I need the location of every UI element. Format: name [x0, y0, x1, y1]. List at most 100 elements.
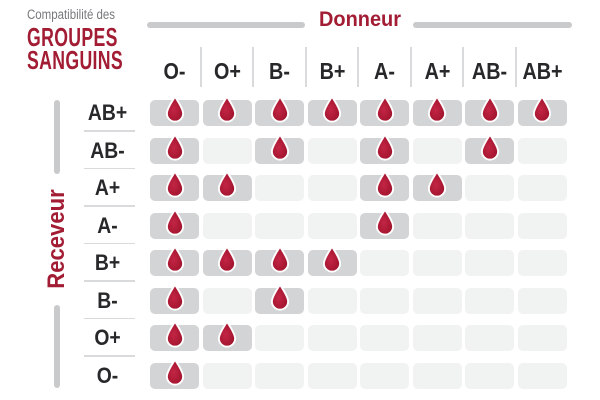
receiver-axis-label: Receveur	[43, 189, 70, 289]
donor-column-header-ab+: AB+	[521, 58, 563, 84]
cell-b--from-b+	[307, 287, 357, 314]
cell-o--from-b-	[255, 362, 304, 389]
blood-drop-icon	[480, 133, 499, 161]
cell-b+-from-a+	[412, 250, 462, 276]
blood-drop-icon	[270, 245, 289, 273]
cell-ab--from-a+	[412, 137, 462, 164]
cell-o--from-o-	[150, 358, 199, 389]
donor-column-header-b+: B+	[319, 58, 345, 84]
donor-column-header-ab-: AB-	[471, 58, 508, 84]
donor-column-header-a+: A+	[424, 58, 450, 84]
column-divider	[409, 47, 412, 87]
blood-drop-icon	[217, 170, 237, 198]
cell-o+-from-b-	[255, 325, 304, 351]
cell-a--from-o-	[150, 208, 199, 239]
blood-drop-icon	[165, 170, 184, 198]
receiver-axis-bar-top	[54, 100, 60, 174]
cell-b+-from-ab-	[465, 250, 514, 276]
receiver-row-label-ab-: AB-	[90, 137, 125, 163]
cell-b+-from-b-	[255, 245, 304, 276]
column-divider	[357, 47, 360, 87]
cell-b--from-a+	[412, 287, 462, 314]
cell-a+-from-ab+	[517, 175, 567, 201]
blood-drop-icon	[322, 245, 342, 273]
blood-drop-icon	[375, 208, 394, 236]
blood-drop-icon	[270, 95, 289, 123]
blood-drop-icon	[270, 133, 289, 161]
blood-drop-icon	[480, 95, 499, 123]
cell-ab+-from-ab-	[465, 95, 514, 126]
title-kicker: Compatibilité des	[27, 7, 116, 22]
cell-a--from-ab+	[517, 212, 567, 239]
blood-drop-icon	[217, 95, 237, 123]
title-block: Compatibilité des GROUPES SANGUINS	[27, 7, 168, 75]
column-divider	[304, 47, 307, 87]
blood-drop-icon	[270, 283, 289, 311]
cell-o--from-b+	[307, 362, 357, 389]
cell-ab--from-o-	[150, 133, 199, 164]
row-separator	[84, 130, 135, 132]
cell-a--from-b-	[255, 212, 304, 239]
cell-a+-from-o-	[150, 170, 199, 201]
cell-o+-from-o+	[202, 320, 252, 351]
cell-o+-from-ab-	[465, 325, 514, 351]
blood-drop-icon	[532, 95, 552, 123]
cell-b--from-b-	[255, 283, 304, 314]
receiver-row-label-a-: A-	[97, 212, 118, 238]
cell-ab+-from-ab+	[517, 95, 567, 126]
cell-o--from-a+	[412, 362, 462, 389]
donor-axis-label: Donneur	[318, 8, 401, 31]
cell-b+-from-b+	[307, 245, 357, 276]
cell-o--from-ab-	[465, 362, 514, 389]
title-line2: SANGUINS	[27, 45, 124, 75]
receiver-row-label-ab+: AB+	[87, 100, 128, 125]
row-separator	[84, 280, 135, 282]
blood-drop-icon	[165, 133, 184, 161]
cell-o+-from-a-	[360, 325, 409, 351]
blood-drop-icon	[427, 170, 447, 198]
receiver-row-label-b+: B+	[94, 250, 121, 275]
cell-o--from-o+	[202, 362, 252, 389]
cell-b--from-ab-	[465, 287, 514, 314]
donor-column-header-o+: O+	[213, 58, 241, 84]
cell-b--from-ab+	[517, 287, 567, 314]
cell-ab+-from-b-	[255, 95, 304, 126]
donor-axis-bar-right	[413, 22, 572, 28]
cell-o+-from-o-	[150, 320, 199, 351]
cell-a+-from-a+	[412, 170, 462, 201]
cell-a+-from-a-	[360, 170, 409, 201]
cell-a+-from-ab-	[465, 175, 514, 201]
donor-column-header-b-: B-	[269, 58, 290, 84]
receiver-row-label-b-: B-	[97, 287, 118, 313]
cell-ab--from-a-	[360, 133, 409, 164]
row-separator	[84, 205, 135, 207]
receiver-axis-bar-bottom	[54, 305, 60, 388]
blood-drop-icon	[165, 358, 184, 386]
cell-b+-from-ab+	[517, 250, 567, 276]
cell-ab+-from-o-	[150, 95, 199, 126]
cell-ab+-from-a-	[360, 95, 409, 126]
blood-drop-icon	[322, 95, 342, 123]
blood-drop-icon	[165, 283, 184, 311]
row-separator	[84, 355, 135, 357]
cell-ab+-from-o+	[202, 95, 252, 126]
cell-a--from-b+	[307, 212, 357, 239]
cell-b+-from-o+	[202, 245, 252, 276]
cell-o+-from-b+	[307, 325, 357, 351]
cell-a--from-ab-	[465, 212, 514, 239]
blood-drop-icon	[165, 95, 184, 123]
cell-ab--from-ab-	[465, 133, 514, 164]
cell-o+-from-ab+	[517, 325, 567, 351]
cell-ab--from-b+	[307, 137, 357, 164]
row-separator	[84, 242, 135, 244]
blood-drop-icon	[217, 320, 237, 348]
cell-ab--from-o+	[202, 137, 252, 164]
column-divider	[514, 47, 517, 87]
row-separator	[84, 317, 135, 319]
cell-o+-from-a+	[412, 325, 462, 351]
cell-b--from-o-	[150, 283, 199, 314]
donor-column-header-o-: O-	[163, 58, 186, 84]
blood-drop-icon	[165, 208, 184, 236]
cell-o--from-ab+	[517, 362, 567, 389]
cell-a--from-a+	[412, 212, 462, 239]
